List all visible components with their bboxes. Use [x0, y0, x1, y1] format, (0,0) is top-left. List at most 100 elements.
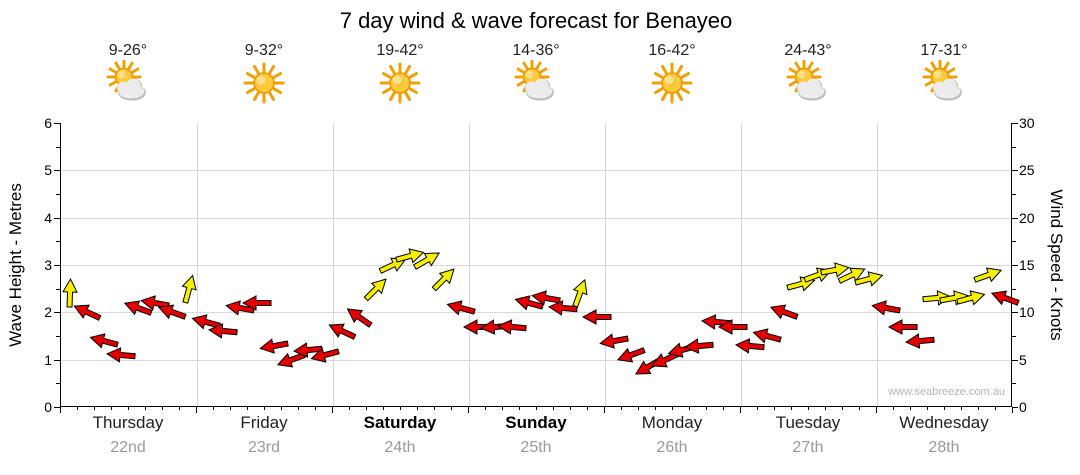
wind-arrow: [308, 342, 342, 367]
wind-arrow: [69, 298, 104, 327]
x-axis-tick-mark: [451, 407, 452, 410]
temperature-range: 9-26°: [108, 42, 148, 59]
wind-arrow: [393, 243, 427, 268]
wind-arrow: [60, 278, 79, 309]
wind-arrow: [324, 317, 359, 346]
x-axis-tick-mark: [332, 407, 333, 413]
grid-hline: [61, 265, 1011, 266]
left-axis-tick-mark: [54, 217, 60, 219]
x-axis-tick-mark: [706, 407, 707, 410]
x-axis-tick-mark: [604, 407, 605, 413]
right-axis-tick-label: 30: [1019, 115, 1035, 131]
left-axis-tick-label: 3: [44, 257, 52, 273]
x-axis-tick-mark: [230, 407, 231, 410]
day-name: Tuesday: [775, 413, 841, 432]
x-axis-tick-mark: [264, 407, 265, 410]
wind-arrow: [987, 285, 1021, 312]
x-axis-tick-mark: [893, 407, 894, 410]
wind-arrow: [869, 296, 902, 319]
sunny-icon: [646, 60, 698, 106]
x-axis-tick-mark: [842, 407, 843, 410]
left-axis-tick-label: 4: [44, 209, 52, 226]
left-axis-tick-mark: [56, 241, 60, 243]
day-date: 27th: [792, 439, 824, 456]
x-axis-tick-mark: [723, 407, 724, 410]
day-name: Saturday: [363, 413, 437, 432]
grid-vline: [877, 123, 878, 406]
right-axis-tick-mark: [1012, 407, 1018, 408]
right-axis-tick-mark: [1012, 241, 1016, 243]
x-axis-tick-mark: [434, 407, 435, 410]
left-axis-tick-mark: [54, 407, 60, 408]
temperature-range: 17-31°: [920, 42, 968, 59]
partly-cloudy-icon: [510, 59, 562, 106]
wind-arrow: [120, 294, 154, 321]
chart-title: 7 day wind & wave forecast for Benayeo: [339, 8, 733, 33]
wind-arrow: [105, 345, 136, 366]
wind-arrow: [887, 318, 918, 336]
temperature-range: 24-43°: [784, 42, 832, 59]
partly-cloudy-icon: [782, 59, 834, 106]
x-axis-tick-mark: [944, 407, 945, 410]
x-axis-tick-mark: [689, 407, 690, 410]
watermark: www.seabreeze.com.au: [888, 386, 1005, 398]
day-name: Thursday: [92, 413, 164, 432]
left-axis-tick-mark: [54, 123, 60, 124]
wind-arrow: [207, 321, 238, 342]
left-axis-tick-mark: [56, 383, 60, 385]
x-axis-tick-mark: [162, 407, 163, 410]
wind-arrow: [970, 261, 1004, 288]
grid-hline: [61, 170, 1011, 172]
right-axis-tick-label: 15: [1019, 257, 1035, 273]
wind-arrow: [683, 335, 714, 356]
wind-arrow: [904, 330, 935, 351]
x-axis-tick-mark: [570, 407, 571, 410]
sunny-icon: [238, 60, 290, 106]
wind-arrow: [581, 308, 612, 326]
wind-arrow: [529, 287, 562, 310]
left-axis-tick-mark: [56, 146, 60, 148]
temperature-range: 19-42°: [376, 42, 424, 59]
x-axis-tick-mark: [859, 407, 860, 410]
wind-arrow: [189, 309, 223, 334]
x-axis-tick-mark: [655, 407, 656, 410]
x-axis-tick-mark: [281, 407, 282, 410]
wind-arrow: [750, 323, 784, 348]
x-axis-tick-mark: [587, 407, 588, 410]
wind-arrow: [766, 299, 800, 326]
wind-arrow: [154, 299, 188, 326]
right-axis-tick-label: 25: [1019, 162, 1035, 179]
right-axis-tick-mark: [1012, 194, 1016, 195]
x-axis-tick-mark: [383, 407, 384, 410]
wind-arrow: [241, 294, 272, 312]
x-axis-tick-mark: [825, 407, 826, 410]
day-name: Monday: [641, 413, 703, 432]
wind-arrow: [496, 316, 527, 337]
wind-arrow: [717, 318, 748, 336]
x-axis-tick-mark: [502, 407, 503, 410]
wind-arrow: [954, 286, 988, 311]
x-axis-tick-mark: [519, 407, 520, 410]
day-date: 23rd: [247, 439, 281, 456]
right-axis-tick-mark: [1012, 265, 1018, 266]
sunny-icon: [374, 60, 426, 106]
wind-arrow: [427, 262, 461, 296]
wind-arrow: [257, 334, 290, 357]
x-axis-tick-mark: [179, 407, 180, 410]
wind-arrow: [834, 260, 869, 289]
x-axis-tick-mark: [961, 407, 962, 410]
right-axis-tick-mark: [1012, 146, 1016, 148]
x-axis-tick-mark: [366, 407, 367, 410]
left-axis-tick-mark: [54, 265, 60, 266]
left-axis-tick-mark: [54, 170, 60, 172]
day-name: Sunday: [505, 413, 567, 432]
grid-vline: [741, 123, 742, 406]
right-axis-tick-label: 20: [1019, 209, 1035, 226]
x-axis-tick-mark: [213, 407, 214, 410]
wind-arrow: [700, 312, 731, 333]
x-axis-tick-mark: [77, 407, 78, 410]
wind-arrow: [375, 251, 410, 280]
left-axis-tick-mark: [54, 312, 60, 314]
wind-arrow: [444, 295, 478, 320]
